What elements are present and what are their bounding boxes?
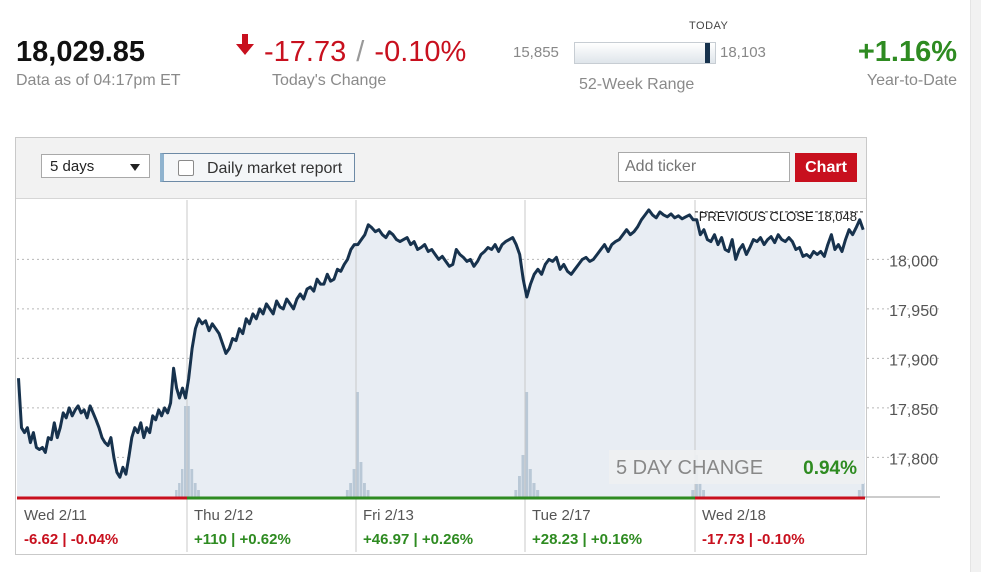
x-tick-label: Wed 2/18 — [702, 507, 766, 524]
index-value: 18,029.85 — [16, 36, 146, 68]
day-change-label: +28.23 | +0.16% — [532, 531, 642, 548]
volume-bar — [521, 455, 525, 497]
page-scrollbar[interactable] — [970, 0, 981, 572]
range-label: 52-Week Range — [579, 76, 695, 93]
chevron-down-icon — [130, 164, 140, 171]
y-tick-label: 18,000 — [889, 253, 938, 270]
change-label: Today's Change — [272, 72, 387, 89]
range-low: 15,855 — [513, 44, 559, 61]
volume-bar — [349, 483, 352, 497]
day-change-label: -6.62 | -0.04% — [24, 531, 118, 548]
volume-bar — [359, 462, 363, 497]
volume-bar — [197, 490, 200, 497]
period-value: 5 days — [50, 158, 95, 175]
volume-bar — [178, 483, 181, 497]
volume-bar — [525, 392, 529, 497]
y-tick-label: 17,800 — [889, 451, 938, 468]
five-day-change-value: 0.94% — [803, 458, 857, 479]
ticker-input[interactable] — [618, 152, 790, 182]
daily-report-toggle[interactable]: Daily market report — [160, 153, 355, 182]
volume-bar — [356, 392, 359, 497]
volume-bar — [175, 490, 178, 497]
chart-toolbar: 5 days Daily market report Chart — [16, 138, 866, 199]
volume-bar — [345, 490, 349, 497]
day-change-label: +46.97 | +0.26% — [363, 531, 473, 548]
previous-close-label: PREVIOUS CLOSE 18,048 — [699, 209, 857, 224]
volume-bar — [702, 490, 705, 497]
ytd-value: +1.16% — [857, 36, 957, 68]
checkbox[interactable] — [178, 160, 194, 176]
range-high: 18,103 — [720, 44, 766, 61]
chart-button[interactable]: Chart — [795, 153, 857, 182]
volume-bar — [536, 490, 540, 497]
volume-bar — [528, 469, 532, 497]
x-tick-label: Fri 2/13 — [363, 507, 414, 524]
range-bar — [574, 42, 716, 64]
today-label: TODAY — [689, 20, 729, 32]
day-change-label: -17.73 | -0.10% — [702, 531, 805, 548]
volume-bar — [190, 469, 194, 497]
period-select[interactable]: 5 days — [41, 154, 150, 178]
year-to-date: +1.16% Year-to-Date — [858, 36, 957, 90]
daily-report-label: Daily market report — [207, 160, 343, 177]
y-tick-label: 17,950 — [889, 303, 938, 320]
x-tick-label: Tue 2/17 — [532, 507, 591, 524]
volume-bar — [181, 469, 184, 497]
price-area — [17, 209, 865, 497]
y-tick-label: 17,850 — [889, 402, 938, 419]
volume-bar — [352, 469, 356, 497]
volume-bar — [363, 483, 366, 497]
volume-bar — [532, 483, 536, 497]
volume-bar — [698, 483, 702, 497]
change-points: -17.73 — [264, 36, 347, 68]
price-line — [17, 208, 865, 479]
x-tick-label: Thu 2/12 — [194, 507, 253, 524]
volume-bar — [184, 406, 187, 497]
index-quote: 18,029.85 Data as of 04:17pm ET — [16, 36, 181, 90]
volume-bar — [518, 476, 521, 497]
ytd-label: Year-to-Date — [866, 72, 957, 89]
down-arrow-icon — [236, 34, 254, 55]
y-tick-label: 17,900 — [889, 352, 938, 369]
todays-change: -17.73 / -0.10% Today's Change — [236, 34, 467, 90]
volume-bar — [861, 483, 865, 497]
five-day-change-box — [609, 450, 864, 484]
volume-bar — [193, 483, 197, 497]
volume-bar — [366, 490, 370, 497]
five-day-change-label: 5 DAY CHANGE — [616, 457, 763, 479]
change-percent: -0.10% — [374, 36, 467, 68]
data-timestamp: Data as of 04:17pm ET — [16, 72, 181, 89]
volume-bar — [691, 490, 695, 497]
volume-bar — [857, 490, 861, 497]
day-change-label: +110 | +0.62% — [194, 531, 291, 548]
volume-bar — [514, 490, 518, 497]
x-tick-label: Wed 2/11 — [24, 507, 87, 524]
volume-bar — [187, 406, 190, 497]
today-marker — [704, 43, 710, 63]
